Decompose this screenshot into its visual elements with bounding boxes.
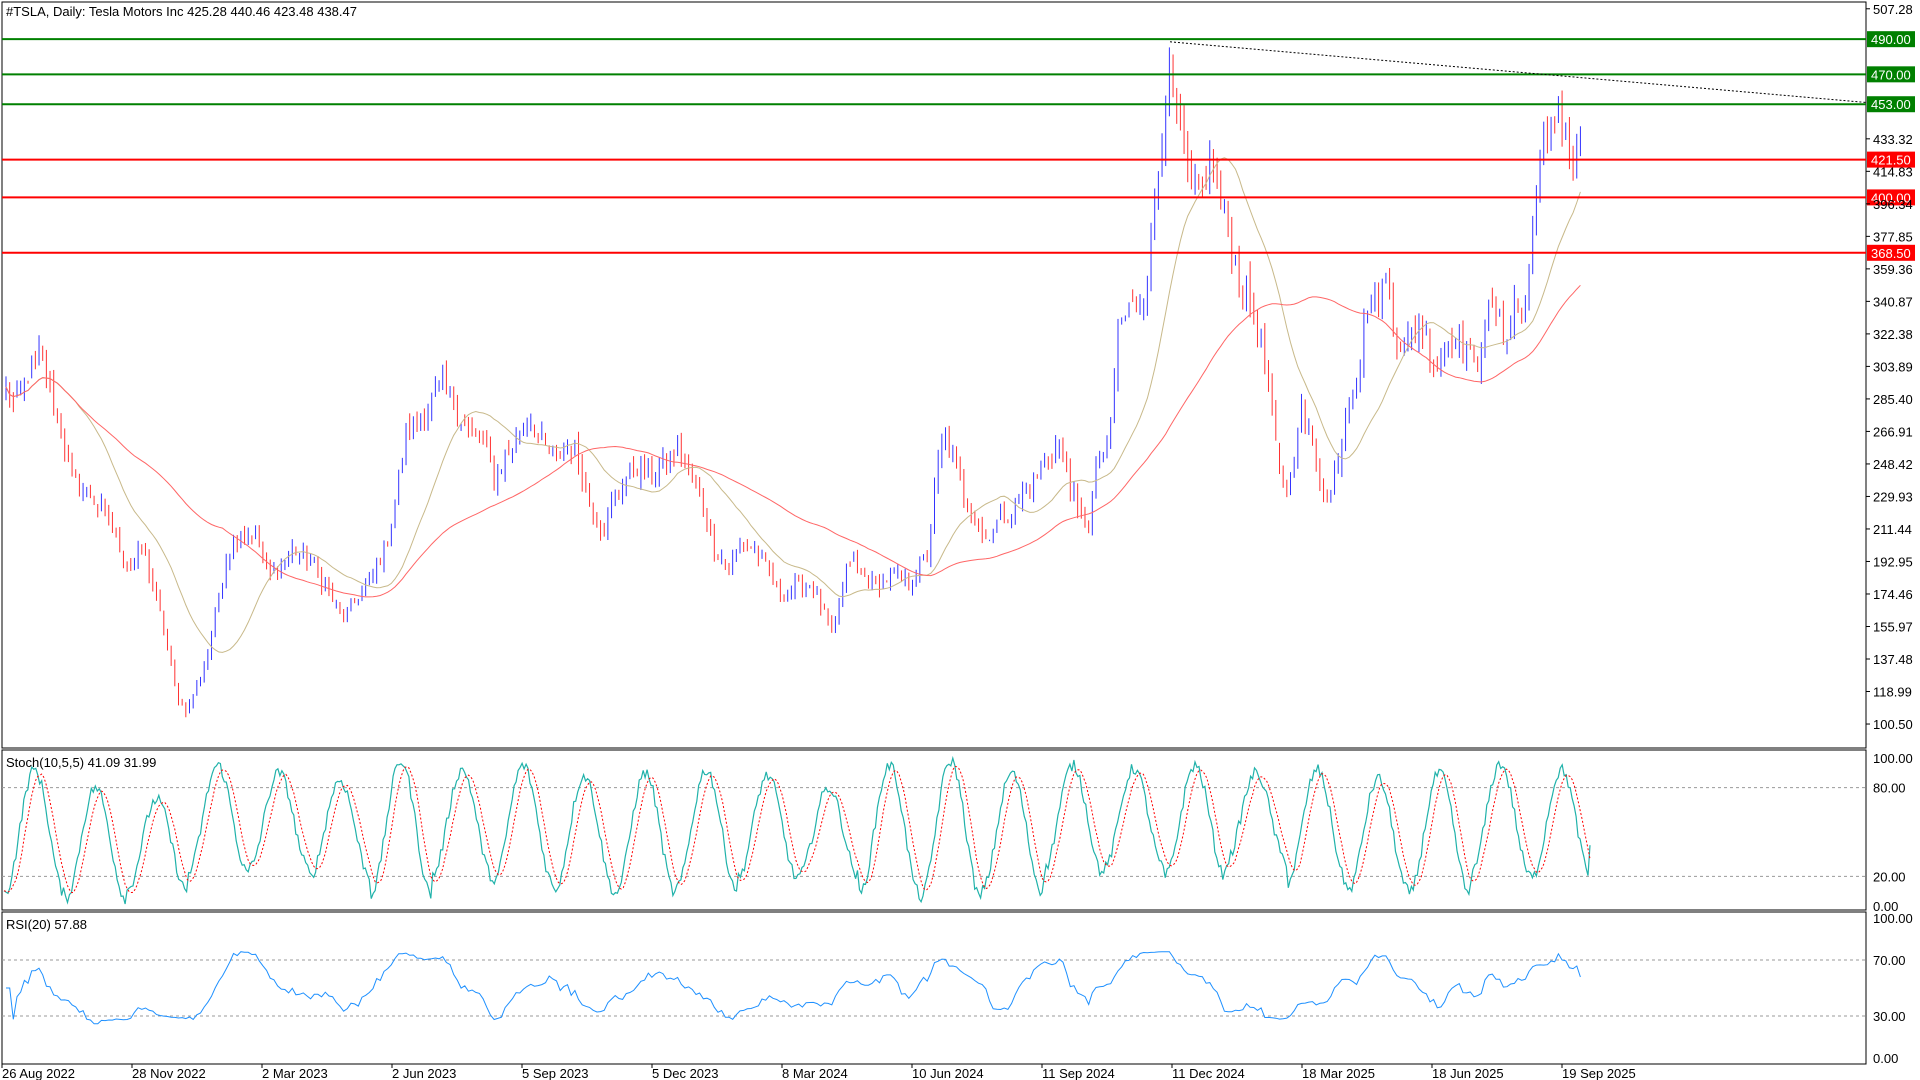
rsi-tick-label: 0.00 <box>1873 1051 1898 1066</box>
date-tick-label: 5 Dec 2023 <box>652 1066 719 1080</box>
date-tick-label: 8 Mar 2024 <box>782 1066 848 1080</box>
level-label: 368.50 <box>1871 246 1911 261</box>
rsi-tick-label: 30.00 <box>1873 1009 1906 1024</box>
stochastic-pane-title: Stoch(10,5,5) 41.09 31.99 <box>6 755 156 770</box>
price-tick-label: 359.36 <box>1873 262 1913 277</box>
price-tick-label: 229.93 <box>1873 489 1913 504</box>
ma-slow-line <box>5 284 1581 598</box>
ma-fast-line <box>5 157 1581 653</box>
price-candles <box>5 47 1581 718</box>
level-label-box <box>1867 244 1915 261</box>
price-tick-label: 266.91 <box>1873 424 1913 439</box>
price-pane[interactable] <box>1 1 1867 749</box>
rsi-tick-label: 70.00 <box>1873 953 1906 968</box>
stoch-tick-label: 100.00 <box>1873 751 1913 766</box>
level-label-box <box>1867 151 1915 168</box>
date-tick-label: 18 Mar 2025 <box>1302 1066 1375 1080</box>
price-tick-label: 192.95 <box>1873 554 1913 569</box>
date-tick-label: 26 Aug 2022 <box>2 1066 75 1080</box>
date-tick-label: 11 Dec 2024 <box>1172 1066 1245 1080</box>
price-tick-label: 396.34 <box>1873 197 1913 212</box>
date-tick-label: 10 Jun 2024 <box>912 1066 984 1080</box>
rsi-line <box>2 951 1866 1025</box>
price-tick-label: 211.44 <box>1873 522 1912 537</box>
price-tick-label: 174.46 <box>1873 587 1913 602</box>
date-tick-label: 5 Sep 2023 <box>522 1066 589 1080</box>
moving-averages <box>5 157 1581 653</box>
rsi-tick-label: 100.00 <box>1873 911 1913 926</box>
date-tick-label: 28 Nov 2022 <box>132 1066 206 1080</box>
price-tick-label: 100.50 <box>1873 717 1913 732</box>
price-tick-label: 303.89 <box>1873 359 1913 374</box>
date-tick-label: 2 Mar 2023 <box>262 1066 328 1080</box>
level-label-box <box>1867 31 1915 48</box>
rsi-pane-title: RSI(20) 57.88 <box>6 917 87 932</box>
level-label-box <box>1867 189 1915 206</box>
rsi-pane[interactable] <box>1 911 1867 1065</box>
price-pane-title: #TSLA, Daily: Tesla Motors Inc 425.28 44… <box>6 4 357 19</box>
price-tick-label: 322.38 <box>1873 327 1913 342</box>
stoch-tick-label: 80.00 <box>1873 781 1906 796</box>
level-label: 400.00 <box>1871 190 1911 205</box>
stoch-main-line <box>3 755 1591 905</box>
price-tick-label: 248.42 <box>1873 457 1913 472</box>
price-tick-label: 118.99 <box>1873 685 1912 700</box>
price-tick-label: 155.97 <box>1873 619 1913 634</box>
price-tick-label: 137.48 <box>1873 652 1913 667</box>
level-label: 470.00 <box>1871 67 1911 82</box>
price-tick-label: 433.32 <box>1873 132 1913 147</box>
price-tick-label: 377.85 <box>1873 229 1913 244</box>
level-label-box <box>1867 96 1915 113</box>
level-label-box <box>1867 66 1915 83</box>
level-label: 490.00 <box>1871 32 1911 47</box>
price-tick-label: 414.83 <box>1873 164 1913 179</box>
date-tick-label: 2 Jun 2023 <box>392 1066 456 1080</box>
price-levels: 490.00 470.00 453.00 421.50 400.00 368.50 <box>2 31 1915 261</box>
date-tick-label: 19 Sep 2025 <box>1562 1066 1636 1080</box>
rsi-series-line <box>6 951 1581 1025</box>
price-tick-label: 285.40 <box>1873 392 1913 407</box>
stoch-signal-line <box>3 765 1591 894</box>
level-label: 421.50 <box>1871 153 1911 168</box>
price-tick-label: 507.28 <box>1873 2 1913 17</box>
trendline <box>1169 41 1867 103</box>
stochastic-lines <box>2 755 1866 905</box>
stoch-tick-label: 0.00 <box>1873 899 1898 914</box>
date-tick-label: 11 Sep 2024 <box>1042 1066 1115 1080</box>
stochastic-pane[interactable] <box>1 749 1867 911</box>
date-tick-label: 18 Jun 2025 <box>1432 1066 1504 1080</box>
stoch-tick-label: 20.00 <box>1873 869 1906 884</box>
price-tick-label: 340.87 <box>1873 294 1913 309</box>
level-label: 453.00 <box>1871 97 1911 112</box>
